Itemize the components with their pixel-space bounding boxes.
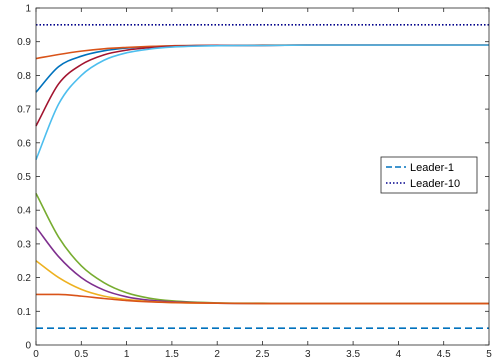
series-line-8 bbox=[36, 293, 489, 305]
axes-layer: 0 0.5 1 1.5 2 2.5 3 3.5 4 4.5 5 0 0.1 0.2 0.3 0.4 0.5 0.6… bbox=[17, 4, 492, 361]
y-tick-label: 0.5 bbox=[17, 172, 31, 183]
y-tick-label: 0.6 bbox=[17, 138, 31, 149]
legend-box bbox=[380, 156, 478, 194]
x-tick-label: 1 bbox=[124, 349, 130, 360]
y-tick-label: 0.8 bbox=[17, 71, 31, 82]
x-tick-label: 2.5 bbox=[256, 349, 270, 360]
x-tick-label: 0.5 bbox=[74, 349, 88, 360]
series-line-4 bbox=[35, 44, 489, 160]
x-tick-label: 1.5 bbox=[165, 349, 179, 360]
legend-label-1: Leader-1 bbox=[410, 162, 454, 174]
y-tick-label: 0.3 bbox=[17, 239, 31, 250]
x-tick-label: 2 bbox=[214, 349, 220, 360]
y-tick-label: 0.1 bbox=[17, 307, 31, 318]
x-tick-label: 0 bbox=[33, 349, 39, 360]
y-tick-label: 0.9 bbox=[17, 37, 31, 48]
legend: Leader-1 Leader-10 bbox=[380, 156, 478, 194]
series-layer bbox=[35, 44, 489, 305]
x-tick-label: 3.5 bbox=[346, 349, 360, 360]
y-tick-label: 0.2 bbox=[17, 273, 31, 284]
x-tick-label: 5 bbox=[486, 349, 492, 360]
x-tick-label: 4.5 bbox=[437, 349, 451, 360]
y-tick-label: 0 bbox=[25, 341, 31, 352]
x-tick-label: 4 bbox=[396, 349, 402, 360]
y-tick-label: 0.7 bbox=[17, 105, 31, 116]
x-tick-label: 3 bbox=[305, 349, 311, 360]
y-tick-label: 0.4 bbox=[17, 206, 31, 217]
y-tick-label: 1 bbox=[25, 4, 31, 15]
leader-layer bbox=[36, 24, 489, 329]
legend-label-2: Leader-10 bbox=[410, 178, 460, 190]
